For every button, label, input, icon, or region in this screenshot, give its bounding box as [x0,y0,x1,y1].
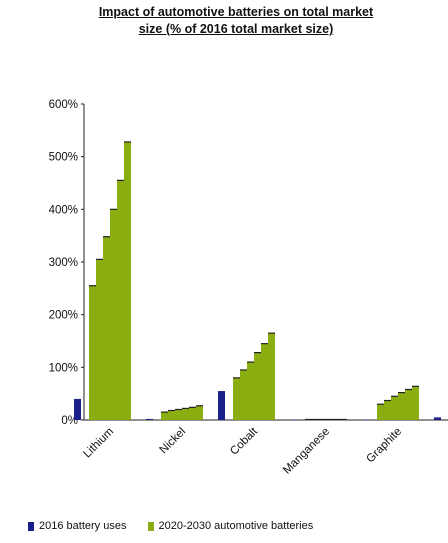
legend: 2016 battery uses 2020-2030 automotive b… [28,520,448,540]
chart-title-block: Impact of automotive batteries on total … [36,4,436,38]
y-tick-label: 500% [49,152,78,164]
y-tick-label: 300% [49,257,78,269]
bar-automotive-batteries [103,236,110,420]
x-tick-label: Graphite [364,426,404,466]
bar-automotive-batteries [405,389,412,420]
bar-automotive-batteries [189,407,196,420]
bar-automotive-batteries [240,369,247,420]
bar-automotive-batteries [196,405,203,420]
bar-automotive-batteries [254,352,261,420]
legend-item-battery-uses: 2016 battery uses [28,520,126,532]
legend-label-battery-uses: 2016 battery uses [39,520,127,532]
chart-title: Impact of automotive batteries on total … [98,5,374,19]
bar-automotive-batteries [175,409,182,420]
y-tick-labels: 0% 100% 200% 300% 400% 500% 600% [49,99,84,427]
bar-automotive-batteries [377,404,384,420]
x-tick-label: Nickel [157,426,188,457]
bar-automotive-batteries [247,362,254,420]
legend-item-automotive-batteries: 2020-2030 automotive batteries [147,520,314,532]
x-tick-label: Lithium [81,426,116,461]
y-tick-label: 200% [49,310,78,322]
legend-label-automotive-batteries: 2020-2030 automotive batteries [158,520,314,532]
bar-chart: 0% 100% 200% 300% 400% 500% 600% Lithium Nickel… [49,99,448,477]
bar-battery-uses [146,418,153,420]
x-tick-labels: Lithium Nickel Cobalt Manganese Graphite [81,425,404,477]
bar-marks [74,141,441,421]
bar-automotive-batteries [89,285,96,420]
bar-battery-uses [434,417,441,420]
bar-automotive-batteries [161,412,168,420]
bar-automotive-batteries [412,386,419,420]
x-tick-label: Manganese [281,426,332,477]
bar-battery-uses [74,398,81,420]
bar-automotive-batteries [168,410,175,420]
bar-automotive-batteries [117,180,124,420]
bar-automotive-batteries [110,209,117,420]
bar-automotive-batteries [233,377,240,420]
bar-automotive-batteries [268,333,275,420]
bar-automotive-batteries [391,396,398,420]
bar-battery-uses [290,419,297,421]
bar-automotive-batteries [182,408,189,420]
legend-swatch-battery-uses [28,521,34,531]
y-tick-label: 100% [49,362,78,374]
bar-automotive-batteries [384,400,391,420]
bar-automotive-batteries [124,141,131,421]
bar-automotive-batteries [96,259,103,420]
bar-battery-uses [218,391,225,420]
x-tick-label: Cobalt [228,425,261,458]
bar-battery-uses [362,419,369,421]
bar-automotive-batteries [261,343,268,420]
y-tick-label: 400% [49,204,78,216]
y-tick-label: 0% [61,415,78,427]
y-tick-label: 600% [49,99,78,111]
chart-subtitle: size (% of 2016 total market size) [138,22,334,36]
bar-automotive-batteries [398,392,405,420]
legend-swatch-automotive-batteries [147,521,154,531]
